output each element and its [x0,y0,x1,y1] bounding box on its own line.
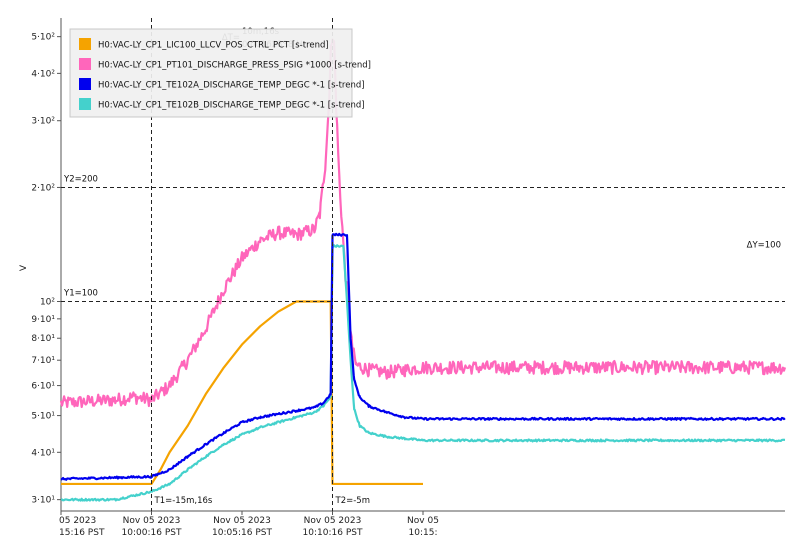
y-tick-label: 4·10² [31,69,55,79]
legend-entry-label: H0:VAC-LY_CP1_LIC100_LLCV_POS_CTRL_PCT [… [98,41,329,51]
y-axis: 3·10¹ 4·10¹ 5·10¹ 6·10¹ 7·10¹ 8·10¹ 9·10¹ 10² 2·… [31,33,61,506]
legend-swatch[interactable] [79,58,91,70]
y-tick-label: 4·10¹ [31,448,55,458]
x-tick-label: 10:15: [409,528,438,538]
horizontal-cursor-label: Y2=200 [63,174,98,184]
legend-entry-label: H0:VAC-LY_CP1_PT101_DISCHARGE_PRESS_PSIG… [98,61,371,71]
y-tick-label: 7·10¹ [31,356,55,366]
y-tick-label: 5·10¹ [31,412,55,422]
legend-swatch[interactable] [79,78,91,90]
legend-swatch[interactable] [79,38,91,50]
legend-swatch[interactable] [79,98,91,110]
y-axis-label: V [19,264,29,271]
y-tick-label: 2·10² [31,183,55,193]
y-tick-label: 6·10¹ [31,382,55,392]
vertical-cursor-label: T1=-15m,16s [154,496,213,506]
x-tick-label: 05 2023 [59,516,96,526]
x-tick-label: Nov 05 2023 [304,516,362,526]
x-axis: 05 2023 15:16 PST Nov 05 2023 10:00:16 PST N… [59,511,439,538]
horizontal-cursor-label: Y1=100 [63,289,98,299]
x-tick-label: Nov 05 [407,516,439,526]
x-tick-label: 10:00:16 PST [122,528,182,538]
x-tick-label: 10:05:16 PST [212,528,272,538]
series-line [60,244,786,502]
legend-box [69,28,353,118]
y-tick-label: 5·10² [31,33,55,43]
vertical-cursor-label: T2=-5m [335,496,370,506]
y-tick-label: 9·10¹ [31,315,55,325]
y-tick-label: 10² [40,298,55,308]
series-layer [59,38,787,502]
y-tick-label: 3·10¹ [31,496,55,506]
legend[interactable]: H0:VAC-LY_CP1_LIC100_LLCV_POS_CTRL_PCT [… [69,28,371,118]
series-line [61,300,423,486]
series-line [59,38,787,409]
x-tick-label: Nov 05 2023 [123,516,181,526]
x-tick-label: Nov 05 2023 [213,516,271,526]
y-tick-label: 3·10² [31,117,55,127]
y-tick-label: 8·10¹ [31,334,55,344]
legend-entry-label: H0:VAC-LY_CP1_TE102A_DISCHARGE_TEMP_DEGC… [98,81,365,91]
x-tick-label: 10:10:16 PST [303,528,363,538]
series-line [60,232,786,481]
legend-entry-label: H0:VAC-LY_CP1_TE102B_DISCHARGE_TEMP_DEGC… [98,101,365,111]
delta-y-label: ΔY=100 [747,240,781,250]
x-tick-label: 15:16 PST [59,528,105,538]
